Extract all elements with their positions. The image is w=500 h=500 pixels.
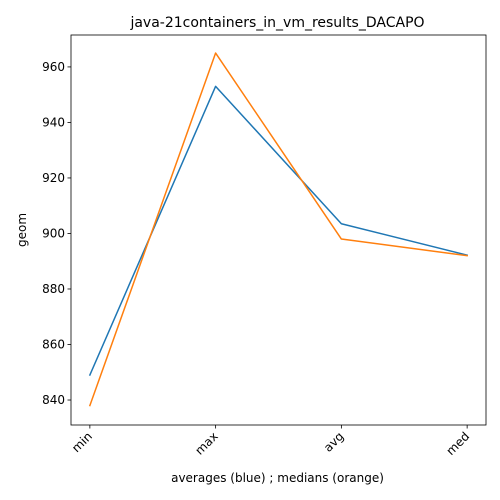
y-tick-label-960: 960 <box>42 60 65 74</box>
series-line-2 <box>88 52 468 407</box>
y-tick-label-900: 900 <box>42 227 65 241</box>
y-tick-label-880: 880 <box>42 282 65 296</box>
y-tick-label-920: 920 <box>42 171 65 185</box>
y-axis-label: geom <box>15 213 29 247</box>
y-tick-label-860: 860 <box>42 338 65 352</box>
y-tick-label-840: 840 <box>42 393 65 407</box>
y-tick-label-940: 940 <box>42 116 65 130</box>
chart-title: java-21containers_in_vm_results_DACAPO <box>129 15 424 31</box>
axes-frame <box>70 34 487 426</box>
x-axis-label: averages (blue) ; medians (orange) <box>171 471 384 485</box>
